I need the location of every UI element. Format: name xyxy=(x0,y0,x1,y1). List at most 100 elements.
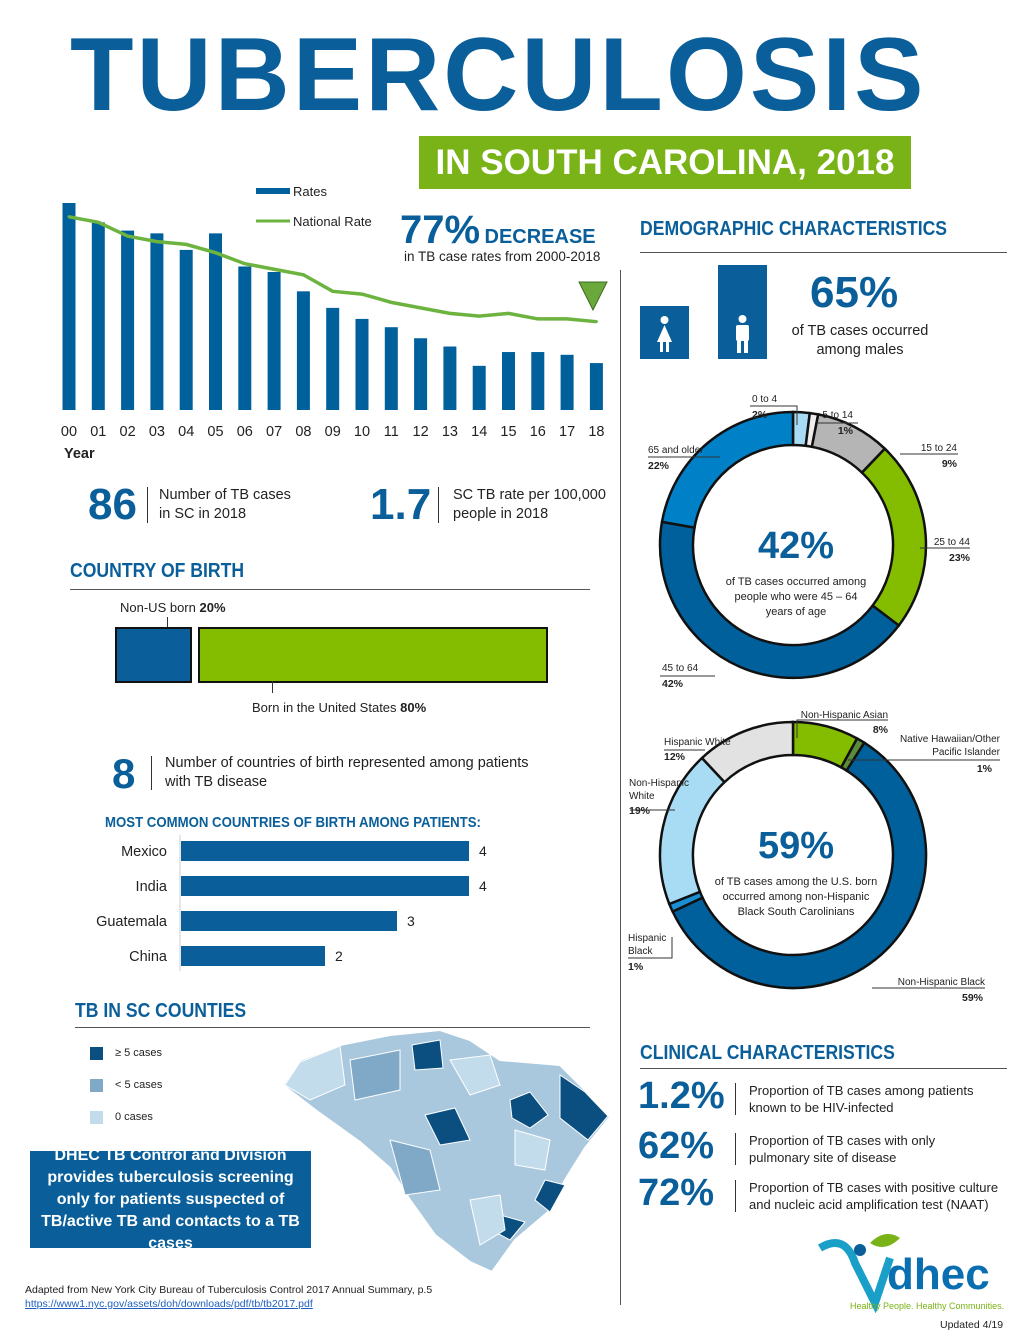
counties-heading: TB IN SC COUNTIES xyxy=(75,1000,247,1022)
county-high xyxy=(424,1107,471,1146)
non-us-bar xyxy=(115,627,192,683)
leader-line xyxy=(272,681,273,693)
source-link[interactable]: https://www1.nyc.gov/assets/doh/download… xyxy=(25,1298,313,1310)
country-of-birth-heading: COUNTRY OF BIRTH xyxy=(70,560,245,582)
legend-rates-swatch xyxy=(256,188,290,194)
rate-bar xyxy=(443,346,457,410)
decrease-callout: 77% DECREASE xyxy=(400,208,596,253)
race-label: Hispanic White xyxy=(664,737,731,748)
leader-line xyxy=(796,719,888,738)
legend-national: National Rate xyxy=(293,214,372,229)
age-pct: 2% xyxy=(752,409,768,421)
leader-line xyxy=(628,937,673,959)
county-low xyxy=(284,1045,346,1101)
countries-value: 8 xyxy=(112,750,136,797)
rate-bar xyxy=(414,338,428,410)
dhec-logo xyxy=(815,1228,1010,1318)
x-tick-label: 03 xyxy=(149,424,165,440)
county-low xyxy=(514,1129,551,1171)
country-value: 4 xyxy=(479,878,487,894)
country-bar xyxy=(181,911,397,931)
divider xyxy=(70,589,590,590)
country-value: 2 xyxy=(335,948,343,964)
demographic-heading: DEMOGRAPHIC CHARACTERISTICS xyxy=(640,218,948,240)
female-icon xyxy=(640,306,689,359)
x-tick-label: 16 xyxy=(530,424,546,440)
race-pct: 19% xyxy=(629,805,651,817)
updated-text: Updated 4/19 xyxy=(940,1319,1004,1331)
rate-bar xyxy=(179,249,193,410)
divider xyxy=(735,1133,736,1165)
donut-slice xyxy=(660,410,795,530)
legend-swatch xyxy=(90,1046,103,1060)
x-tick-label: 18 xyxy=(588,424,604,440)
legend-rates: Rates xyxy=(293,184,327,199)
national-rate-point xyxy=(389,300,393,304)
x-tick-label: 04 xyxy=(178,424,194,440)
x-tick-label: 09 xyxy=(325,424,341,440)
age-pct: 22% xyxy=(648,460,670,472)
x-tick-label: 15 xyxy=(500,424,516,440)
x-tick-label: 08 xyxy=(295,424,311,440)
national-rate-point xyxy=(536,317,540,321)
country-label: China xyxy=(129,949,168,965)
cases-text-2: in SC in 2018 xyxy=(159,506,247,522)
race-pct: 8% xyxy=(873,724,889,736)
race-pct: 59% xyxy=(962,992,984,1004)
national-rate-point xyxy=(155,240,159,244)
race-pct: 1% xyxy=(628,961,644,973)
rate-bar xyxy=(91,222,105,410)
national-rate-point xyxy=(477,314,481,318)
divider xyxy=(75,1027,590,1028)
legend-swatch xyxy=(90,1110,103,1124)
race-label: Black xyxy=(628,946,653,957)
column-divider xyxy=(620,270,621,1305)
county-low xyxy=(469,1194,506,1246)
cases-text: Number of TB cases in SC in 2018 xyxy=(159,486,291,524)
x-tick-label: 07 xyxy=(266,424,282,440)
county-mid xyxy=(349,1049,401,1101)
clinical-text: Proportion of TB cases with positive cul… xyxy=(749,1180,999,1212)
source-text: Adapted from New York City Bureau of Tub… xyxy=(25,1284,433,1296)
national-rate-point xyxy=(360,292,364,296)
race-center-text: of TB cases among the U.S. born xyxy=(715,876,877,888)
divider xyxy=(735,1180,736,1212)
divider xyxy=(640,252,1007,253)
county-high xyxy=(411,1039,444,1071)
clinical-text: Proportion of TB cases among patients kno… xyxy=(749,1083,974,1115)
x-tick-label: 17 xyxy=(559,424,575,440)
decrease-text: in TB case rates from 2000-2018 xyxy=(404,249,601,264)
donut-slice xyxy=(860,446,928,628)
countries-text-1: Number of countries of birth represented… xyxy=(165,755,529,771)
national-rate-point xyxy=(301,273,305,277)
age-center-text: years of age xyxy=(766,606,827,618)
national-rate-point xyxy=(419,306,423,310)
non-us-label: Non-US born 20% xyxy=(120,600,226,615)
country-bar xyxy=(181,841,469,861)
donut-slice xyxy=(700,720,795,784)
rate-text-1: SC TB rate per 100,000 xyxy=(453,487,606,503)
rate-bar xyxy=(150,233,164,410)
race-center-text: occurred among non-Hispanic xyxy=(723,891,870,903)
rate-text-2: people in 2018 xyxy=(453,506,549,522)
down-arrow-icon xyxy=(578,281,608,312)
rate-bar xyxy=(326,307,340,410)
legend-item: < 5 cases xyxy=(90,1069,162,1101)
decrease-word: DECREASE xyxy=(484,226,596,248)
rate-bar xyxy=(472,365,486,410)
cases-text-1: Number of TB cases xyxy=(159,487,291,503)
age-label: 0 to 4 xyxy=(752,394,777,405)
country-value: 4 xyxy=(479,843,487,859)
race-label: Non-Hispanic Black xyxy=(898,977,986,988)
county-low xyxy=(449,1054,501,1096)
male-pct: 65% xyxy=(810,268,899,317)
national-rate-point xyxy=(96,220,100,224)
divider xyxy=(438,487,439,523)
age-label: 65 and older xyxy=(648,445,704,456)
x-tick-label: 14 xyxy=(471,424,487,440)
rate-value: 1.7 xyxy=(370,480,432,529)
rate-bar xyxy=(502,352,515,410)
countries-text-2: with TB disease xyxy=(165,774,268,790)
age-pct: 23% xyxy=(949,552,971,564)
